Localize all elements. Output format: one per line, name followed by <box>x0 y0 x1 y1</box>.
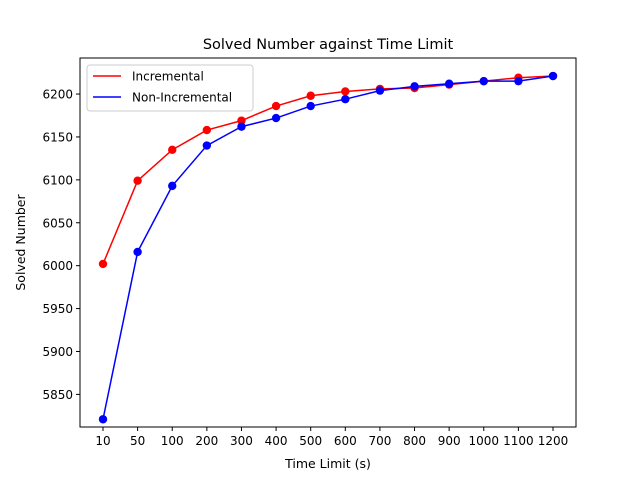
legend-label: Non-Incremental <box>132 91 232 105</box>
y-tick-label: 6100 <box>42 173 73 187</box>
legend: Incremental Non-Incremental <box>86 64 254 112</box>
data-point <box>168 145 177 155</box>
x-tick-label: 700 <box>368 434 391 448</box>
x-tick-label: 50 <box>130 434 145 448</box>
data-point <box>375 86 385 95</box>
data-point <box>341 94 350 104</box>
data-point <box>133 176 142 185</box>
data-point <box>341 87 350 96</box>
data-point <box>306 101 315 111</box>
data-point <box>271 101 281 111</box>
data-point <box>98 259 108 269</box>
data-point <box>306 91 315 100</box>
y-tick-label: 5850 <box>42 388 73 402</box>
x-tick-label: 500 <box>299 434 322 448</box>
data-point <box>168 181 177 191</box>
x-tick-label: 200 <box>195 434 218 448</box>
x-tick-label: 1100 <box>503 434 534 448</box>
data-point <box>237 122 246 131</box>
data-point <box>271 113 281 123</box>
x-axis-label: Time Limit (s) <box>284 456 371 471</box>
data-point <box>479 76 488 86</box>
data-point <box>514 76 523 86</box>
data-point <box>202 141 212 150</box>
y-axis-label: Solved Number <box>13 194 28 291</box>
plot-area <box>98 71 558 424</box>
data-point <box>444 79 454 88</box>
y-tick-label: 6000 <box>42 259 73 273</box>
x-tick-label: 100 <box>161 434 184 448</box>
y-tick-label: 6050 <box>42 216 73 230</box>
legend-label: Incremental <box>132 70 204 84</box>
data-point <box>410 82 419 91</box>
legend-box <box>86 64 254 112</box>
axes-frame <box>79 57 577 428</box>
series-non-incremental <box>98 71 558 424</box>
x-tick-label: 300 <box>230 434 253 448</box>
y-tick-label: 6150 <box>42 130 73 144</box>
chart-title: Solved Number against Time Limit <box>203 37 454 53</box>
series-line <box>102 75 554 420</box>
y-tick-label: 5900 <box>42 345 73 359</box>
x-tick-label: 1000 <box>468 434 499 448</box>
x-tick-label: 600 <box>334 434 357 448</box>
data-point <box>548 71 558 81</box>
x-tick-label: 1200 <box>538 434 569 448</box>
y-tick-label: 5950 <box>42 302 73 316</box>
data-point <box>237 116 246 125</box>
y-axis: 5850 5900 5950 6000 6050 6100 6150 6200 <box>42 88 80 402</box>
x-axis: 10 50 100 200 300 400 500 600 700 800 900 1000 1100 1… <box>95 427 568 448</box>
x-tick-label: 800 <box>403 434 426 448</box>
data-point <box>133 247 142 257</box>
y-tick-label: 6200 <box>42 88 73 102</box>
data-point <box>98 415 108 424</box>
x-tick-label: 10 <box>95 434 110 448</box>
data-point <box>202 125 212 135</box>
x-tick-label: 900 <box>438 434 461 448</box>
x-tick-label: 400 <box>265 434 288 448</box>
